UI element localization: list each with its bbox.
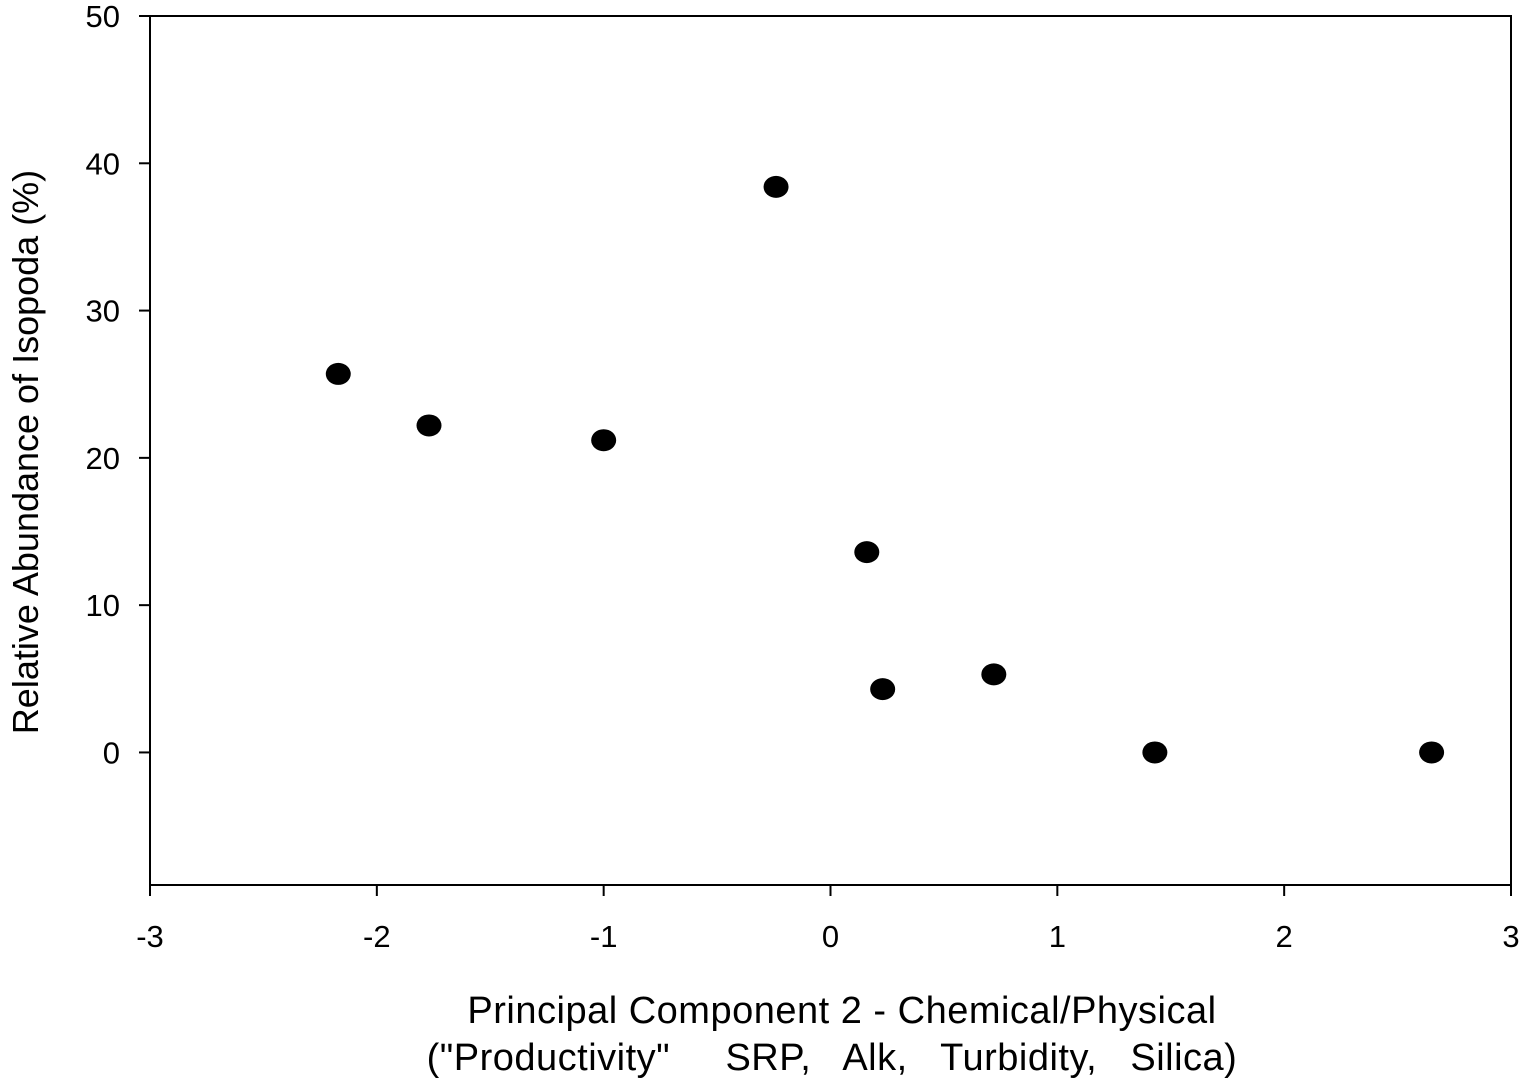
- data-point: [591, 429, 617, 452]
- x-tick-label: 1: [1049, 919, 1066, 954]
- plot-frame: [149, 15, 1512, 886]
- y-tick-label: 10: [86, 588, 120, 623]
- data-point: [763, 175, 789, 198]
- data-point: [325, 362, 351, 385]
- y-tick-label: 30: [86, 294, 120, 329]
- y-axis-title: Relative Abundance of Isopoda (%): [5, 170, 46, 734]
- x-tick-label: 0: [822, 919, 839, 954]
- x-tick-label: 3: [1502, 919, 1519, 954]
- data-point: [870, 678, 896, 701]
- y-tick-label: 40: [86, 146, 120, 181]
- data-point: [1142, 741, 1168, 764]
- x-tick-label: -3: [136, 919, 164, 954]
- data-point: [1419, 741, 1445, 764]
- x-axis-title-line-1: Principal Component 2 - Chemical/Physica…: [467, 990, 1216, 1032]
- x-axis-title-line-2: ("Productivity" SRP, Alk, Turbidity, Sil…: [427, 1037, 1238, 1079]
- points-layer: [325, 175, 1445, 764]
- x-tick-label: 2: [1276, 919, 1293, 954]
- y-tick-label: 0: [103, 735, 120, 770]
- data-point: [416, 414, 442, 437]
- x-tick-label: -2: [363, 919, 391, 954]
- y-tick-label: 50: [86, 0, 120, 34]
- x-tick-label: -1: [590, 919, 618, 954]
- y-tick-label: 20: [86, 441, 120, 476]
- data-point: [854, 541, 880, 564]
- data-point: [981, 663, 1007, 686]
